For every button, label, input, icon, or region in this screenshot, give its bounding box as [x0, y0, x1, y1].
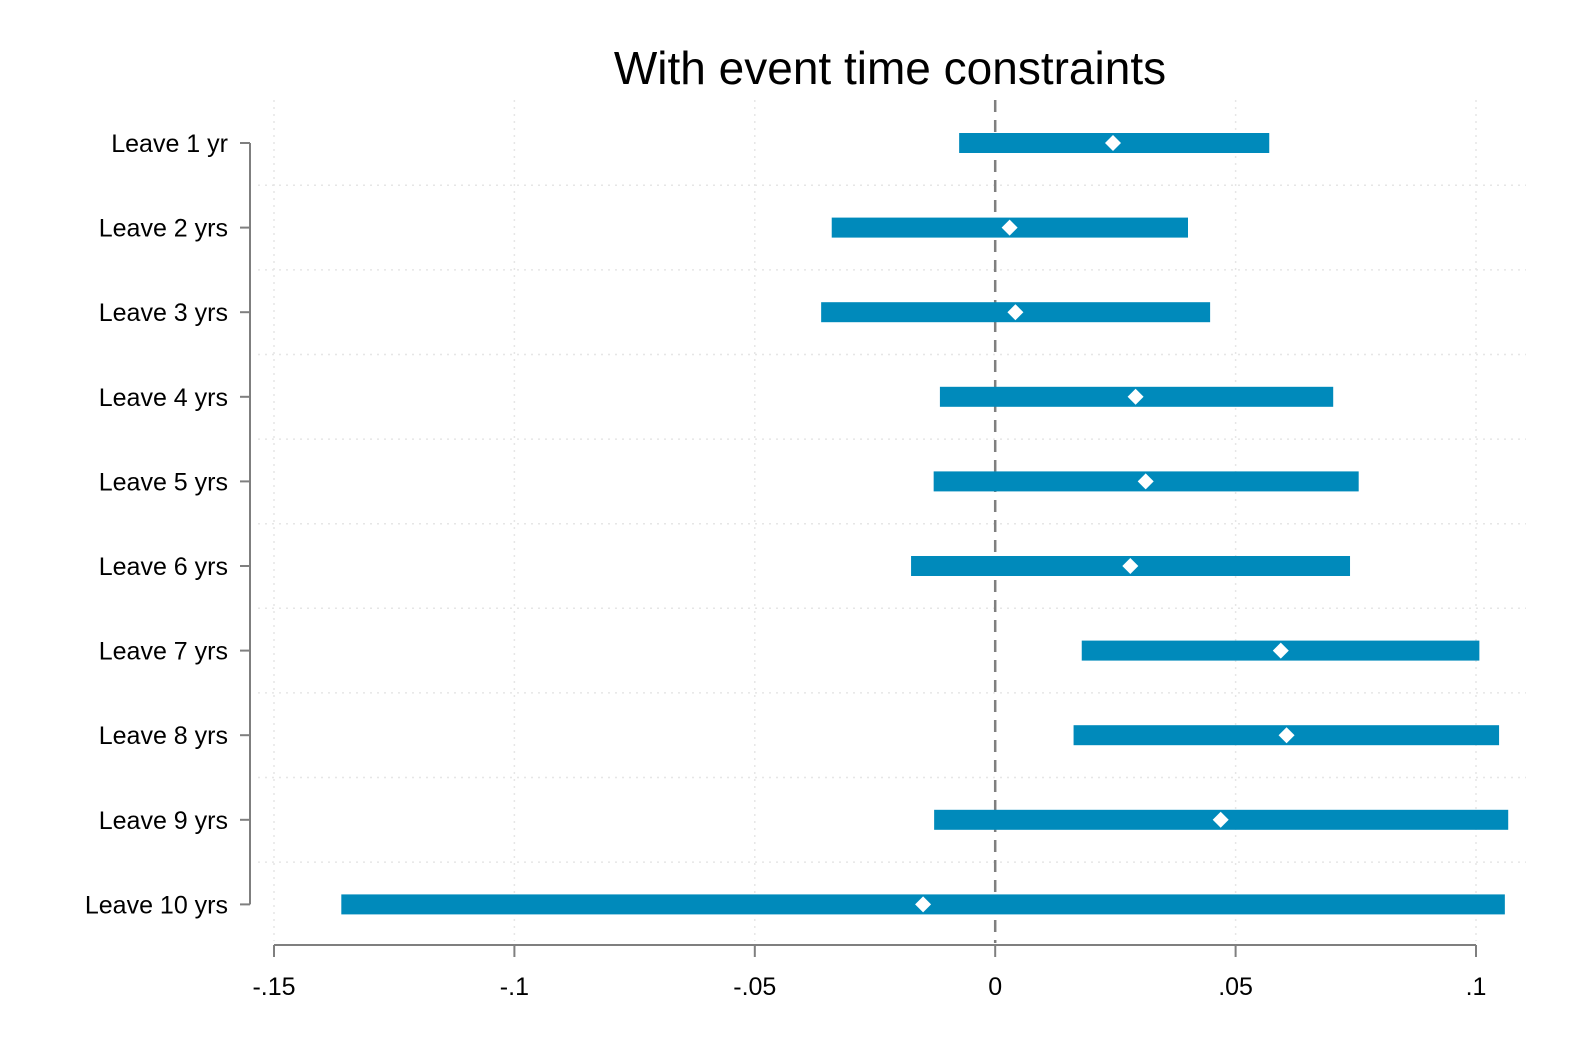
chart-title: With event time constraints — [614, 42, 1166, 94]
estimate-marker-layer — [915, 135, 1295, 913]
x-tick-label: -.15 — [252, 973, 295, 1001]
estimate-marker — [1104, 135, 1121, 151]
x-tick-label: 0 — [988, 973, 1002, 1001]
estimate-marker — [1122, 558, 1139, 574]
estimate-marker — [1137, 473, 1154, 490]
y-tick-label: Leave 6 yrs — [99, 553, 228, 581]
axis-layer: Leave 1 yr Leave 2 yrs Leave 3 yrs Leave 4 … — [85, 130, 1487, 1001]
estimate-marker — [1007, 304, 1024, 321]
y-tick-label: Leave 4 yrs — [99, 384, 228, 412]
y-tick-label: Leave 8 yrs — [99, 722, 228, 750]
x-tick-label: .05 — [1218, 973, 1253, 1001]
x-tick-label: -.1 — [500, 973, 529, 1001]
estimate-marker — [915, 896, 932, 913]
estimate-marker — [1212, 811, 1229, 828]
y-tick-label: Leave 5 yrs — [99, 468, 228, 496]
y-tick-label: Leave 2 yrs — [99, 215, 228, 243]
estimate-marker — [1001, 219, 1018, 236]
x-tick-label: -.05 — [733, 973, 776, 1001]
y-tick-label: Leave 10 yrs — [85, 891, 228, 919]
grid-layer — [258, 100, 1526, 941]
estimate-marker — [1272, 642, 1289, 659]
x-tick-label: .1 — [1466, 973, 1487, 1001]
y-tick-label: Leave 1 yr — [111, 130, 228, 158]
estimate-marker — [1278, 727, 1295, 744]
estimate-marker — [1127, 388, 1144, 405]
y-tick-label: Leave 7 yrs — [99, 638, 228, 666]
y-tick-label: Leave 3 yrs — [99, 299, 228, 327]
y-tick-label: Leave 9 yrs — [99, 807, 228, 835]
